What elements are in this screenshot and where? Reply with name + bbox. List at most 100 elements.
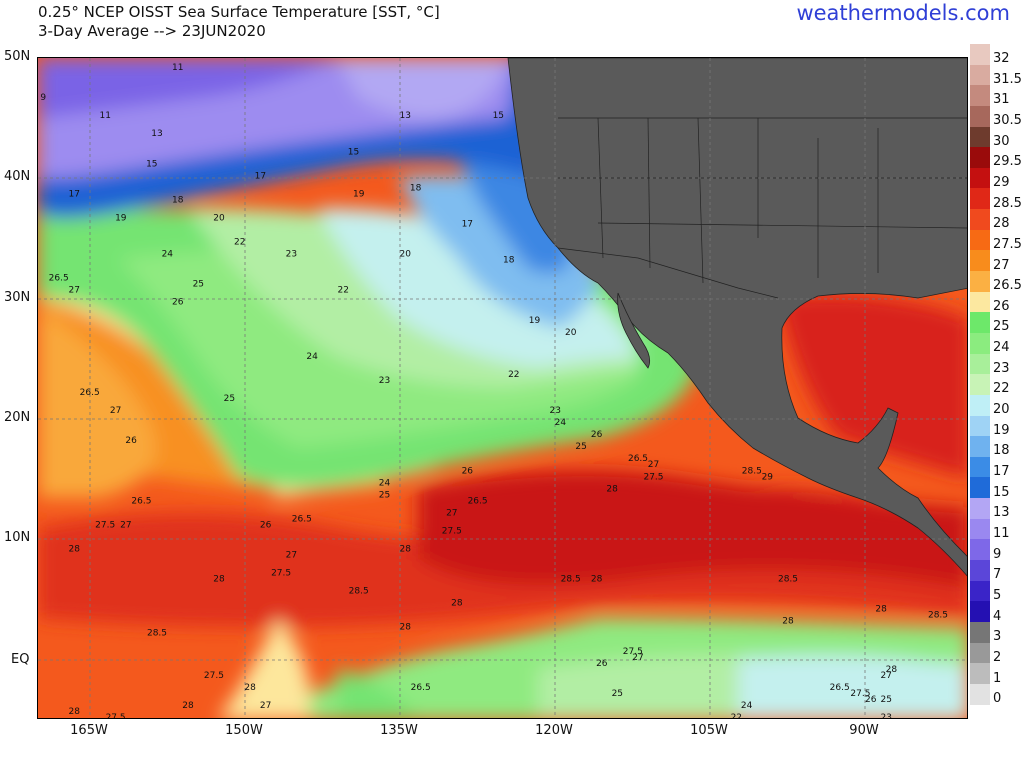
contour-label: 20: [565, 328, 577, 338]
colorbar-label: 22: [993, 381, 1010, 397]
colorbar-label: 15: [993, 484, 1010, 500]
colorbar-label: 26: [993, 298, 1010, 314]
contour-label: 26: [125, 436, 137, 446]
contour-label: 26.5: [468, 496, 488, 506]
colorbar-swatch: [970, 229, 990, 251]
contour-label: 28.5: [561, 575, 581, 585]
contour-label: 18: [503, 256, 515, 266]
colorbar-label: 17: [993, 464, 1010, 479]
lon-label-90w: 90W: [849, 723, 879, 738]
sst-map[interactable]: 11 9 11 13 13 15 15 15 17 17 18 19 18 19 20 17 22 24 23 20 1…: [37, 57, 968, 719]
contour-label: 26.5: [49, 274, 69, 284]
contour-label: 27.5: [271, 569, 291, 579]
contour-label: 28: [591, 575, 603, 585]
contour-label: 28: [875, 605, 887, 615]
colorbar-swatch: [970, 271, 990, 292]
colorbar-swatch: [970, 621, 990, 643]
contour-label: 27.5: [643, 472, 663, 482]
contour-label: 23: [286, 250, 297, 260]
contour-label: 25: [575, 442, 586, 452]
colorbar-swatch: [970, 477, 990, 499]
lat-label-20n: 20N: [4, 410, 31, 425]
contour-label: 25: [379, 490, 390, 500]
contour-label: 27: [68, 286, 79, 296]
colorbar-label: 13: [993, 505, 1010, 521]
contour-label: 22: [508, 370, 519, 380]
contour-label: 28: [606, 484, 618, 494]
colorbar-label: 23: [993, 360, 1010, 376]
colorbar-label: 5: [993, 587, 1002, 603]
contour-label: 25: [880, 695, 891, 705]
lon-label-135w: 135W: [380, 723, 418, 738]
contour-label: 26.5: [628, 454, 648, 464]
contour-label: 26: [596, 659, 608, 669]
colorbar-swatch: [970, 332, 990, 354]
map-subtitle: 3-Day Average --> 23JUN2020: [38, 22, 266, 40]
colorbar-label: 11: [993, 525, 1010, 541]
colorbar-label: 2: [993, 649, 1002, 665]
lat-label-50n: 50N: [4, 49, 31, 64]
contour-label: 24: [555, 418, 567, 428]
contour-label: 28: [451, 599, 463, 609]
contour-label: 27: [260, 701, 271, 711]
colorbar-swatch: [970, 85, 990, 106]
contour-label: 28: [68, 545, 80, 555]
contour-label: 13: [399, 111, 410, 121]
contour-label: 18: [410, 183, 422, 193]
contour-label: 28: [886, 665, 898, 675]
colorbar-swatch: [970, 601, 990, 622]
colorbar-swatch: [970, 663, 990, 684]
contour-label: 23: [880, 713, 891, 719]
contour-label: 27: [286, 551, 297, 561]
contour-label: 27: [446, 508, 457, 518]
contour-label: 23: [549, 406, 560, 416]
colorbar-swatch: [970, 209, 990, 230]
lon-label-105w: 105W: [690, 723, 728, 738]
colorbar-label: 28: [993, 216, 1010, 232]
contour-label: 22: [337, 286, 348, 296]
colorbar-swatch: [970, 374, 990, 395]
colorbar-label: 20: [993, 402, 1010, 418]
contour-label: 13: [151, 129, 162, 139]
colorbar-swatch: [970, 147, 990, 168]
colorbar-swatch: [970, 560, 990, 581]
contour-label: 28.5: [349, 587, 369, 597]
brand-link[interactable]: weathermodels.com: [796, 1, 1010, 25]
colorbar-label: 31: [993, 92, 1010, 108]
lat-label-30n: 30N: [4, 290, 31, 305]
colorbar-swatch: [970, 394, 990, 416]
contour-label: 29: [762, 472, 774, 482]
contour-label: 24: [162, 250, 174, 260]
colorbar-swatch: [970, 44, 990, 65]
colorbar-swatch: [970, 353, 990, 375]
contour-label: 28: [213, 575, 225, 585]
colorbar-label: 3: [993, 629, 1002, 645]
graticule: [38, 58, 967, 718]
land-mass: [507, 58, 967, 577]
contour-label: 25: [193, 280, 204, 290]
contour-label: 28: [244, 683, 256, 693]
map-title: 0.25° NCEP OISST Sea Surface Temperature…: [38, 3, 440, 21]
contour-label: 26: [865, 695, 877, 705]
colorbar-label: 7: [993, 567, 1002, 583]
colorbar-swatch: [970, 312, 990, 333]
contour-label: 26.5: [80, 388, 100, 398]
colorbar-label: 31.5: [993, 71, 1022, 87]
contour-label: 15: [493, 111, 504, 121]
contour-label: 24: [741, 701, 753, 711]
contour-label: 27.5: [106, 713, 126, 719]
contour-label: 28: [399, 623, 411, 633]
colorbar-label: 27.5: [993, 236, 1022, 252]
contour-label: 27.5: [850, 689, 870, 699]
colorbar-label: 0: [993, 691, 1002, 707]
lat-label-eq: EQ: [11, 652, 30, 667]
contour-label: 28.5: [147, 629, 167, 639]
contour-label: 19: [353, 189, 365, 199]
contour-label: 26: [462, 466, 474, 476]
lon-label-165w: 165W: [70, 723, 108, 738]
colorbar-swatch: [970, 64, 990, 86]
contour-label: 25: [224, 394, 235, 404]
colorbar-swatch: [970, 518, 990, 540]
contour-label: 17: [68, 189, 79, 199]
colorbar-label: 27: [993, 257, 1010, 273]
